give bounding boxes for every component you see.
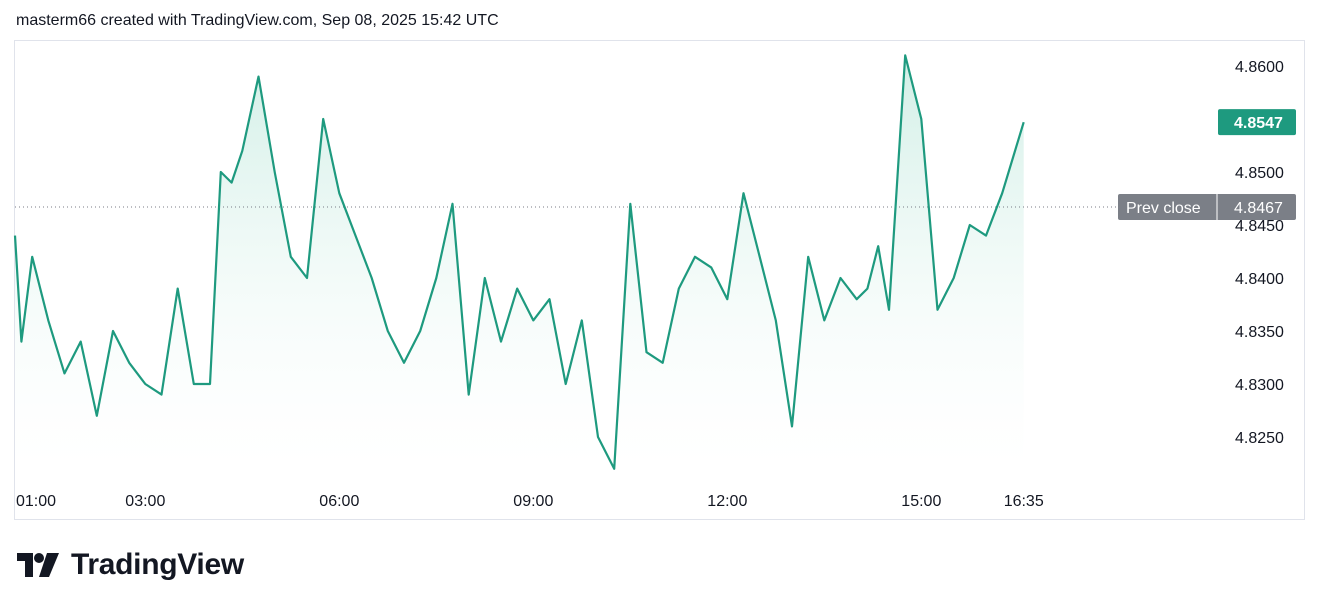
prev-close-text: Prev close: [1126, 200, 1201, 217]
y-tick-label: 4.8500: [1235, 165, 1284, 182]
price-line: [13, 54, 1025, 470]
last-price-label: 4.8547: [1234, 115, 1283, 132]
tradingview-logo-icon: [17, 553, 59, 577]
x-tick-label: 16:35: [1004, 493, 1044, 510]
tradingview-brand[interactable]: TradingView: [17, 548, 244, 582]
prev-close-badge: [1118, 193, 1296, 220]
x-tick-label: 01:00: [16, 493, 56, 510]
price-area-fill: [15, 55, 1024, 469]
y-tick-label: 4.8450: [1235, 218, 1284, 235]
x-tick-label: 15:00: [901, 493, 941, 510]
y-tick-label: 4.8250: [1235, 430, 1284, 447]
x-tick-label: 03:00: [125, 493, 165, 510]
brand-name: TradingView: [71, 548, 244, 581]
y-tick-label: 4.8600: [1235, 59, 1284, 76]
y-tick-label: 4.8350: [1235, 324, 1284, 341]
y-tick-label: 4.8400: [1235, 271, 1284, 288]
chart-caption: masterm66 created with TradingView.com, …: [16, 12, 499, 29]
x-tick-label: 09:00: [513, 493, 553, 510]
chart-frame: [14, 40, 1305, 520]
prev-close-value: 4.8467: [1234, 200, 1283, 217]
last-price-badge: [1218, 109, 1296, 136]
y-tick-label: 4.8300: [1235, 377, 1284, 394]
x-tick-label: 06:00: [319, 493, 359, 510]
x-tick-label: 12:00: [707, 493, 747, 510]
